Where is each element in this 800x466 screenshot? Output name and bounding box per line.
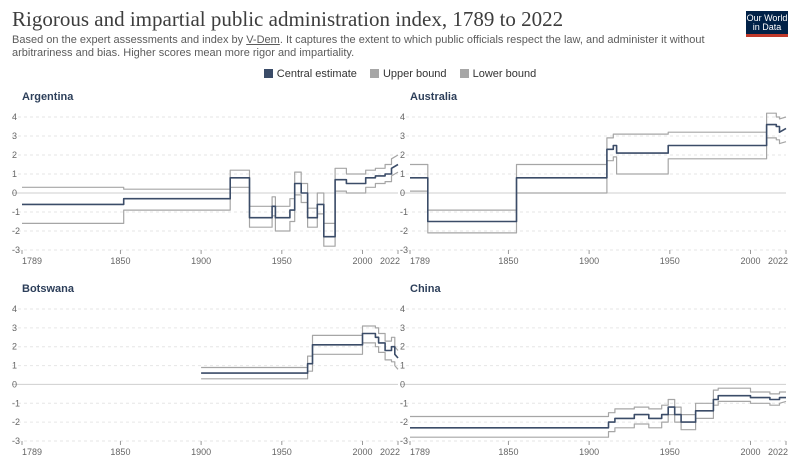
australia-y-tick-label: 1	[400, 169, 405, 179]
australia-x-tick-label: 1850	[498, 256, 518, 266]
argentina-x-tick-label: 1900	[191, 256, 211, 266]
china-y-tick-label: -2	[400, 417, 408, 427]
china-x-tick-label: 1850	[498, 447, 518, 457]
argentina-y-tick-label: -2	[12, 226, 20, 236]
china-panel: China -3 -2 -1 0 1 2 3 4 1789 1850 1900 1950 2000 2022	[400, 283, 788, 457]
argentina-y-tick-label: -3	[12, 245, 20, 255]
botswana-y-tick-label: -1	[12, 398, 20, 408]
argentina-y-tick-label: 1	[12, 169, 17, 179]
legend-swatch-upper	[369, 69, 379, 78]
australia-y-tick-label: -3	[400, 245, 408, 255]
argentina-x-tick-label: 1950	[272, 256, 292, 266]
australia-title: Australia	[410, 91, 458, 103]
australia-panel: Australia -3 -2 -1 0 1 2 3 4 1789 1850 1900 1950 2000…	[400, 91, 788, 266]
owid-logo[interactable]: Our World in Data	[746, 11, 788, 37]
china-lower-bound-line	[410, 400, 787, 438]
legend-item-upper[interactable]: Upper bound	[369, 68, 447, 80]
legend-swatch-central	[263, 69, 273, 78]
argentina-title: Argentina	[22, 91, 74, 103]
botswana-y-tick-label: 4	[12, 304, 17, 314]
botswana-y-tick-label: 1	[12, 361, 17, 371]
china-y-tick-label: -1	[400, 398, 408, 408]
argentina-x-tick-label: 1850	[110, 256, 130, 266]
logo-accent-bar	[746, 34, 788, 37]
argentina-lower-bound-line	[22, 171, 399, 247]
argentina-x-tick-label: 2022	[380, 256, 400, 266]
botswana-y-tick-label: 3	[12, 323, 17, 333]
china-x-tick-label: 2000	[740, 447, 760, 457]
botswana-y-tick-label: -3	[12, 436, 20, 446]
botswana-panel: Botswana -3 -2 -1 0 1 2 3 4 1789 1850 1900 1950 2000 2…	[12, 283, 400, 457]
australia-y-tick-label: 2	[400, 150, 405, 160]
australia-upper-bound-line	[410, 112, 787, 211]
australia-central-estimate-line	[410, 123, 787, 223]
legend-label-lower: Lower bound	[472, 68, 537, 80]
legend-item-central[interactable]: Central estimate	[263, 68, 357, 80]
botswana-upper-bound-line	[201, 325, 399, 369]
china-y-tick-label: 3	[400, 323, 405, 333]
china-y-tick-label: 1	[400, 361, 405, 371]
australia-x-tick-label: 1900	[579, 256, 599, 266]
argentina-x-tick-label: 1789	[22, 256, 42, 266]
botswana-x-tick-label: 1950	[272, 447, 292, 457]
botswana-y-tick-label: -2	[12, 417, 20, 427]
argentina-upper-bound-line	[22, 154, 399, 224]
china-y-tick-label: 2	[400, 342, 405, 352]
legend-label-central: Central estimate	[276, 68, 357, 80]
argentina-x-tick-label: 2000	[352, 256, 372, 266]
botswana-x-tick-label: 2022	[380, 447, 400, 457]
australia-x-tick-label: 1950	[660, 256, 680, 266]
botswana-x-tick-label: 2000	[352, 447, 372, 457]
china-title: China	[410, 283, 441, 295]
australia-lower-bound-line	[410, 137, 787, 234]
botswana-x-tick-label: 1900	[191, 447, 211, 457]
vdem-link[interactable]: V-Dem	[246, 34, 280, 46]
botswana-y-tick-label: 0	[12, 379, 17, 389]
chart-title: Rigorous and impartial public administra…	[12, 7, 564, 31]
australia-y-tick-label: 0	[400, 188, 405, 198]
australia-x-tick-label: 1789	[410, 256, 430, 266]
china-x-tick-label: 1900	[579, 447, 599, 457]
australia-y-tick-label: -2	[400, 226, 408, 236]
australia-x-tick-label: 2000	[740, 256, 760, 266]
china-x-tick-label: 1789	[410, 447, 430, 457]
australia-x-tick-label: 2022	[768, 256, 788, 266]
logo-line-1: Our World	[746, 13, 788, 23]
argentina-y-tick-label: 2	[12, 150, 17, 160]
argentina-central-estimate-line	[22, 163, 399, 238]
australia-y-tick-label: 4	[400, 112, 405, 122]
subtitle-text-end: . It captures the extent to which public…	[12, 34, 705, 59]
china-y-tick-label: -3	[400, 436, 408, 446]
china-central-estimate-line	[410, 394, 786, 429]
china-x-tick-label: 1950	[660, 447, 680, 457]
argentina-panel: Argentina -3 -2 -1 0 1 2 3 4 1789 1850 1900 1950 2000…	[12, 91, 400, 266]
australia-y-tick-label: -1	[400, 207, 408, 217]
china-x-tick-label: 2022	[768, 447, 788, 457]
botswana-x-tick-label: 1850	[110, 447, 130, 457]
botswana-x-tick-label: 1789	[22, 447, 42, 457]
legend: Central estimate Upper bound Lower bound	[0, 68, 800, 80]
china-y-tick-label: 0	[400, 379, 405, 389]
argentina-y-tick-label: 4	[12, 112, 17, 122]
legend-label-upper: Upper bound	[382, 68, 447, 80]
subtitle-text-start: Based on the expert assessments and inde…	[12, 34, 247, 46]
botswana-lower-bound-line	[201, 342, 399, 380]
china-upper-bound-line	[410, 387, 786, 418]
logo-line-2: in Data	[752, 22, 782, 32]
legend-item-lower[interactable]: Lower bound	[459, 68, 537, 80]
argentina-y-tick-label: -1	[12, 207, 20, 217]
china-y-tick-label: 4	[400, 304, 405, 314]
argentina-y-tick-label: 3	[12, 131, 17, 141]
legend-swatch-lower	[459, 69, 469, 78]
botswana-central-estimate-line	[201, 332, 399, 374]
botswana-y-tick-label: 2	[12, 342, 17, 352]
botswana-title: Botswana	[22, 283, 75, 295]
argentina-y-tick-label: 0	[12, 188, 17, 198]
chart-subtitle: Based on the expert assessments and inde…	[12, 34, 712, 60]
australia-y-tick-label: 3	[400, 131, 405, 141]
